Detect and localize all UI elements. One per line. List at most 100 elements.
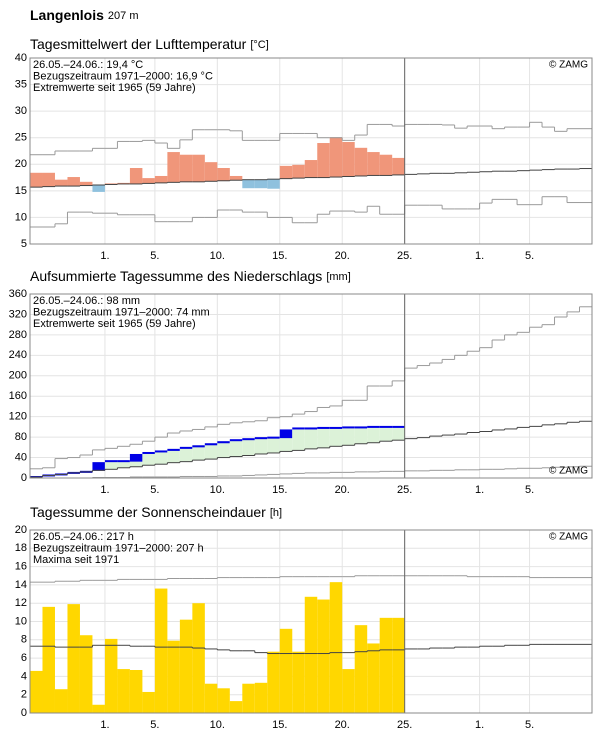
x-tick-label: 20. [335,250,350,262]
precipitation-step [167,448,180,451]
precipitation-step [279,429,293,439]
temperature-bar [292,164,305,179]
info-note: Bezugszeitraum 1971–2000: 74 mm [33,306,210,318]
sunshine-bar [117,669,130,713]
sunshine-bar [79,635,93,713]
precipitation-step [367,425,380,428]
precipitation-step [329,426,343,429]
x-tick-label: 15. [272,484,287,496]
sunshine-bar [154,588,168,713]
x-tick-label: 25. [397,484,412,496]
temperature-bar [254,179,268,189]
deviation-fill [317,428,330,448]
sunshine-bar [317,599,330,713]
temperature-bar [179,154,193,182]
x-tick-label: 5. [525,250,534,262]
temperature-bar [154,175,168,183]
precipitation-step [92,462,105,471]
x-tick-label: 15. [272,719,287,729]
deviation-fill [292,429,305,451]
sunshine-bar [204,683,218,713]
precipitation-step [354,426,368,429]
sunshine-bar [342,669,355,713]
temperature-bar [267,179,280,189]
sunshine-bar [179,619,193,713]
info-note: 26.05.–24.06.: 19,4 °C [33,59,143,71]
temperature-bar [192,154,205,182]
precipitation-step [179,446,193,449]
y-tick-label: 25 [15,132,27,144]
deviation-fill [242,439,255,456]
sunshine-bar [379,617,393,713]
y-tick-label: 20 [15,158,27,170]
sunshine-bar [104,638,118,713]
temperature-bar [54,179,68,187]
precipitation-step [242,438,255,441]
deviation-fill [304,428,318,449]
precipitation-step [317,426,330,429]
sunshine-bar [167,640,180,713]
temperature-bar [167,152,180,183]
deviation-fill [329,428,343,447]
chart-title: Tagesmittelwert der Lufttemperatur [°C] [30,36,269,52]
precipitation-step [292,427,305,430]
precipitation-step [142,451,155,454]
temperature-bar [329,137,343,178]
y-tick-label: 12 [15,597,27,609]
x-tick-label: 20. [335,484,350,496]
info-note: Bezugszeitraum 1971–2000: 207 h [33,542,204,554]
precipitation-step [129,453,143,462]
copyright: © ZAMG [549,60,588,71]
temperature-bar [304,160,318,178]
temperature-bar [79,181,93,186]
temperature-bar [104,183,118,185]
sunshine-bar [92,704,105,713]
sunshine-bar [254,682,268,713]
y-tick-label: 20 [15,524,27,536]
sunshine-bar [67,604,80,713]
deviation-fill [217,441,230,458]
x-tick-label: 20. [335,719,350,729]
temperature-bar [392,157,405,175]
deviation-fill [342,428,355,446]
info-note: Bezugszeitraum 1971–2000: 16,9 °C [33,70,213,82]
info-note: Extremwerte seit 1965 (59 Jahre) [33,82,196,94]
y-tick-label: 120 [9,411,27,423]
y-tick-label: 200 [9,370,27,382]
temperature-bar [317,143,330,178]
sunshine-bar [217,688,230,713]
x-tick-label: 1. [100,484,109,496]
info-note: Extremwerte seit 1965 (59 Jahre) [33,318,196,330]
y-tick-label: 4 [21,670,27,682]
x-tick-label: 1. [475,250,484,262]
sunshine-bar [367,643,380,713]
deviation-fill [179,447,193,462]
sunshine-bar [192,603,205,713]
info-note: Maxima seit 1971 [33,554,119,566]
sunshine-bar [54,689,68,713]
x-tick-label: 5. [150,484,159,496]
station-name: Langenlois [30,7,104,23]
deviation-fill [354,427,368,444]
y-tick-label: 10 [15,615,27,627]
sunshine-bar [267,651,280,713]
info-note: 26.05.–24.06.: 98 mm [33,295,140,307]
copyright: © ZAMG [549,532,588,543]
y-tick-label: 0 [21,472,27,484]
plot-border [29,293,593,479]
page-title: Langenlois 207 m [30,7,138,23]
y-tick-label: 2 [21,689,27,701]
sunshine-bar [292,651,305,713]
y-tick-label: 35 [15,78,27,90]
temperature-bar [142,178,155,184]
x-tick-label: 10. [210,250,225,262]
y-tick-label: 80 [15,431,27,443]
y-tick-label: 40 [15,451,27,463]
y-tick-label: 280 [9,329,27,341]
x-tick-label: 1. [100,719,109,729]
sunshine-bar [392,617,405,713]
deviation-fill [379,427,393,442]
x-tick-label: 5. [525,484,534,496]
deviation-fill [104,462,118,470]
